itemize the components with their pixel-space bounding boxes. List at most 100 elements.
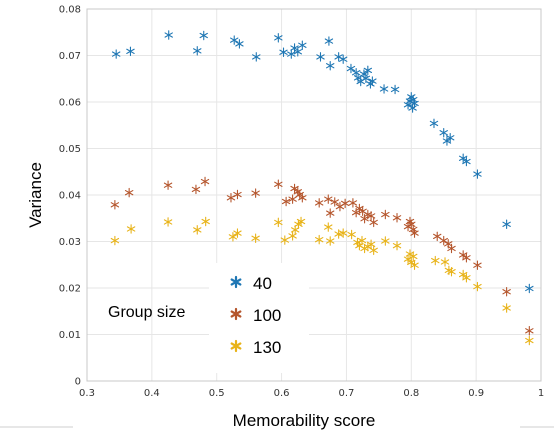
data-point-group-130 (447, 266, 456, 277)
legend-label-100: 100 (253, 306, 281, 325)
data-point-group-100 (314, 198, 324, 208)
legend-items: 40 100 130 (230, 274, 281, 357)
legend-marker-40 (230, 275, 242, 289)
data-point-group-40 (235, 39, 244, 49)
data-point-group-40 (442, 136, 452, 146)
data-point-group-40 (363, 65, 373, 76)
y-tick-label: 0 (75, 377, 81, 388)
data-point-group-40 (126, 46, 135, 57)
data-point-group-40 (429, 118, 439, 129)
data-point-group-130 (392, 240, 402, 251)
data-point-group-100 (340, 198, 350, 209)
data-point-group-130 (228, 232, 238, 242)
legend-title: Group size (108, 304, 185, 321)
data-point-group-100 (124, 187, 134, 198)
data-point-group-130 (110, 235, 120, 246)
legend-marker-100 (230, 307, 242, 321)
data-point-group-100 (462, 253, 471, 263)
y-axis-label: Variance (26, 162, 45, 228)
legend: Group size 40 100 130 (108, 263, 309, 373)
data-point-group-100 (324, 194, 333, 204)
data-point-group-130 (338, 228, 348, 238)
y-tick-label: 0.03 (59, 237, 81, 248)
data-point-group-100 (281, 196, 291, 207)
data-point-group-40 (193, 46, 202, 56)
data-point-group-100 (330, 197, 339, 207)
data-point-group-40 (473, 169, 482, 179)
data-point-group-100 (288, 194, 297, 204)
data-point-group-40 (439, 127, 448, 138)
data-point-group-40 (525, 283, 534, 294)
data-point-group-100 (447, 243, 456, 254)
y-tick-label: 0.05 (59, 144, 81, 155)
data-point-group-130 (314, 234, 324, 245)
data-points (110, 30, 534, 346)
data-point-group-40 (462, 156, 471, 167)
data-point-group-130 (357, 235, 367, 246)
data-point-group-130 (525, 335, 534, 346)
data-point-group-130 (334, 229, 343, 239)
legend-label-130: 130 (253, 338, 281, 357)
data-point-group-40 (230, 35, 239, 45)
data-point-group-100 (392, 213, 402, 223)
data-point-group-130 (473, 281, 482, 292)
data-point-group-40 (502, 219, 511, 230)
data-point-group-130 (381, 236, 390, 246)
data-point-group-130 (431, 255, 440, 266)
data-point-group-40 (326, 60, 335, 71)
data-point-group-40 (298, 40, 307, 51)
data-point-group-130 (410, 260, 419, 270)
data-point-group-40 (252, 52, 261, 62)
data-point-group-100 (355, 203, 364, 214)
data-point-group-40 (287, 49, 296, 59)
y-tick-label: 0.01 (59, 330, 81, 341)
y-tick-label: 0.04 (59, 191, 81, 202)
data-point-group-130 (502, 303, 511, 313)
x-tick-label: 0.7 (338, 388, 354, 399)
y-tick-labels: 0 0.01 0.02 0.03 0.04 0.05 0.06 0.07 0.08 (59, 5, 81, 388)
data-point-group-100 (274, 179, 283, 190)
data-point-group-40 (316, 52, 325, 62)
x-tick-label: 0.3 (79, 388, 95, 399)
data-point-group-40 (379, 84, 389, 94)
data-point-group-130 (296, 216, 306, 227)
data-point-group-40 (279, 47, 288, 57)
x-tick-label: 0.9 (468, 388, 484, 399)
y-tick-label: 0.07 (59, 51, 81, 62)
x-tick-label: 0.5 (209, 388, 225, 399)
data-point-group-40 (324, 36, 334, 46)
data-point-group-100 (525, 326, 534, 336)
data-point-group-40 (274, 33, 283, 43)
data-point-group-40 (199, 30, 208, 41)
x-tick-label: 1 (538, 388, 544, 399)
data-point-group-130 (407, 257, 416, 268)
data-point-group-100 (473, 260, 482, 270)
data-point-group-130 (324, 222, 333, 232)
data-point-group-100 (433, 231, 442, 242)
data-point-group-100 (326, 208, 335, 218)
data-point-group-40 (346, 63, 356, 74)
data-point-group-100 (381, 209, 390, 220)
legend-box (209, 263, 309, 373)
data-point-group-130 (369, 245, 378, 256)
data-point-group-40 (111, 49, 121, 59)
data-point-group-130 (458, 269, 468, 280)
data-point-group-100 (348, 198, 358, 208)
data-point-group-100 (233, 189, 242, 200)
data-point-group-40 (361, 73, 371, 84)
data-point-group-130 (201, 216, 210, 227)
data-point-group-100 (200, 176, 210, 187)
x-tick-label: 0.6 (274, 388, 290, 399)
data-point-group-130 (440, 257, 450, 267)
data-point-group-100 (410, 228, 419, 238)
data-point-group-130 (462, 273, 471, 283)
plot-area-border (86, 8, 542, 382)
data-point-group-100 (290, 183, 299, 194)
y-tick-label: 0.08 (59, 5, 81, 16)
data-point-group-40 (293, 47, 302, 57)
x-tick-label: 0.8 (403, 388, 419, 399)
data-point-group-130 (326, 236, 335, 246)
data-point-group-130 (274, 217, 283, 228)
data-point-group-100 (110, 200, 120, 210)
